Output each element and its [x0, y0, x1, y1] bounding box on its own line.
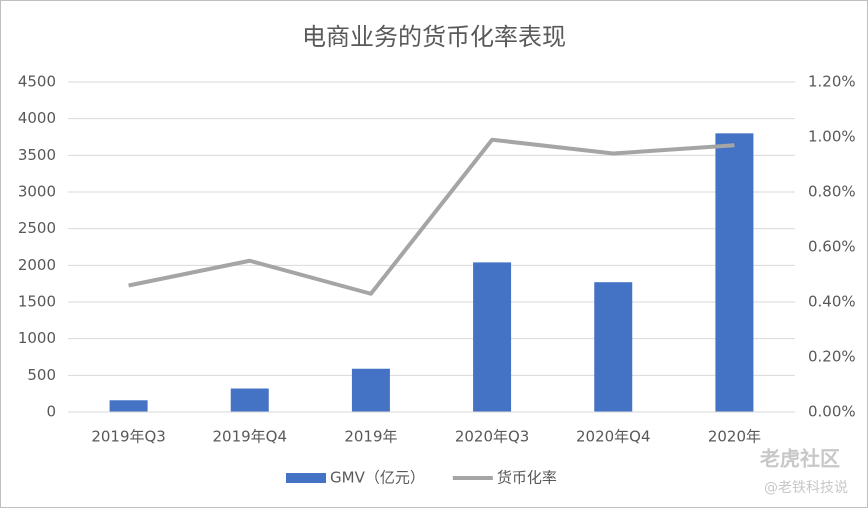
x-tick-label: 2020年Q3 [455, 428, 530, 446]
line [128, 137, 735, 296]
bar [473, 262, 512, 412]
x-tick-label: 2020年Q4 [576, 428, 651, 446]
y2-tick-label: 1.00% [808, 128, 856, 146]
x-tick-label: 2020年 [708, 428, 761, 446]
watermark: 老虎社区 [760, 447, 840, 471]
y2-tick-label: 0.00% [808, 403, 856, 421]
y-tick-label: 3500 [18, 146, 56, 164]
y-tick-label: 2000 [18, 256, 56, 274]
bar [109, 400, 148, 412]
chart-title: 电商业务的货币化率表现 [302, 23, 566, 51]
legend-label: GMV（亿元） [330, 469, 425, 487]
y-tick-label: 4000 [18, 109, 56, 127]
y-tick-label: 2500 [18, 219, 56, 237]
legend-swatch [286, 473, 326, 483]
y-tick-label: 500 [27, 366, 56, 384]
x-tick-label: 2019年 [344, 428, 397, 446]
y2-tick-label: 0.60% [808, 238, 856, 256]
y-tick-label: 3000 [18, 183, 56, 201]
bar [594, 282, 633, 412]
watermark: @老铁科技说 [764, 480, 848, 496]
y-tick-label: 1500 [18, 293, 56, 311]
y-tick-label: 0 [46, 403, 56, 421]
bar [351, 368, 390, 412]
y2-tick-label: 0.40% [808, 293, 856, 311]
y-tick-label: 1000 [18, 329, 56, 347]
legend-label: 货币化率 [497, 469, 557, 487]
y2-tick-label: 0.80% [808, 183, 856, 201]
y-tick-label: 4500 [18, 73, 56, 91]
x-tick-label: 2019年Q4 [212, 428, 287, 446]
bar [230, 388, 269, 412]
x-tick-label: 2019年Q3 [91, 428, 166, 446]
bar [715, 133, 754, 413]
y2-tick-label: 0.20% [808, 348, 856, 366]
y2-tick-label: 1.20% [808, 73, 856, 91]
